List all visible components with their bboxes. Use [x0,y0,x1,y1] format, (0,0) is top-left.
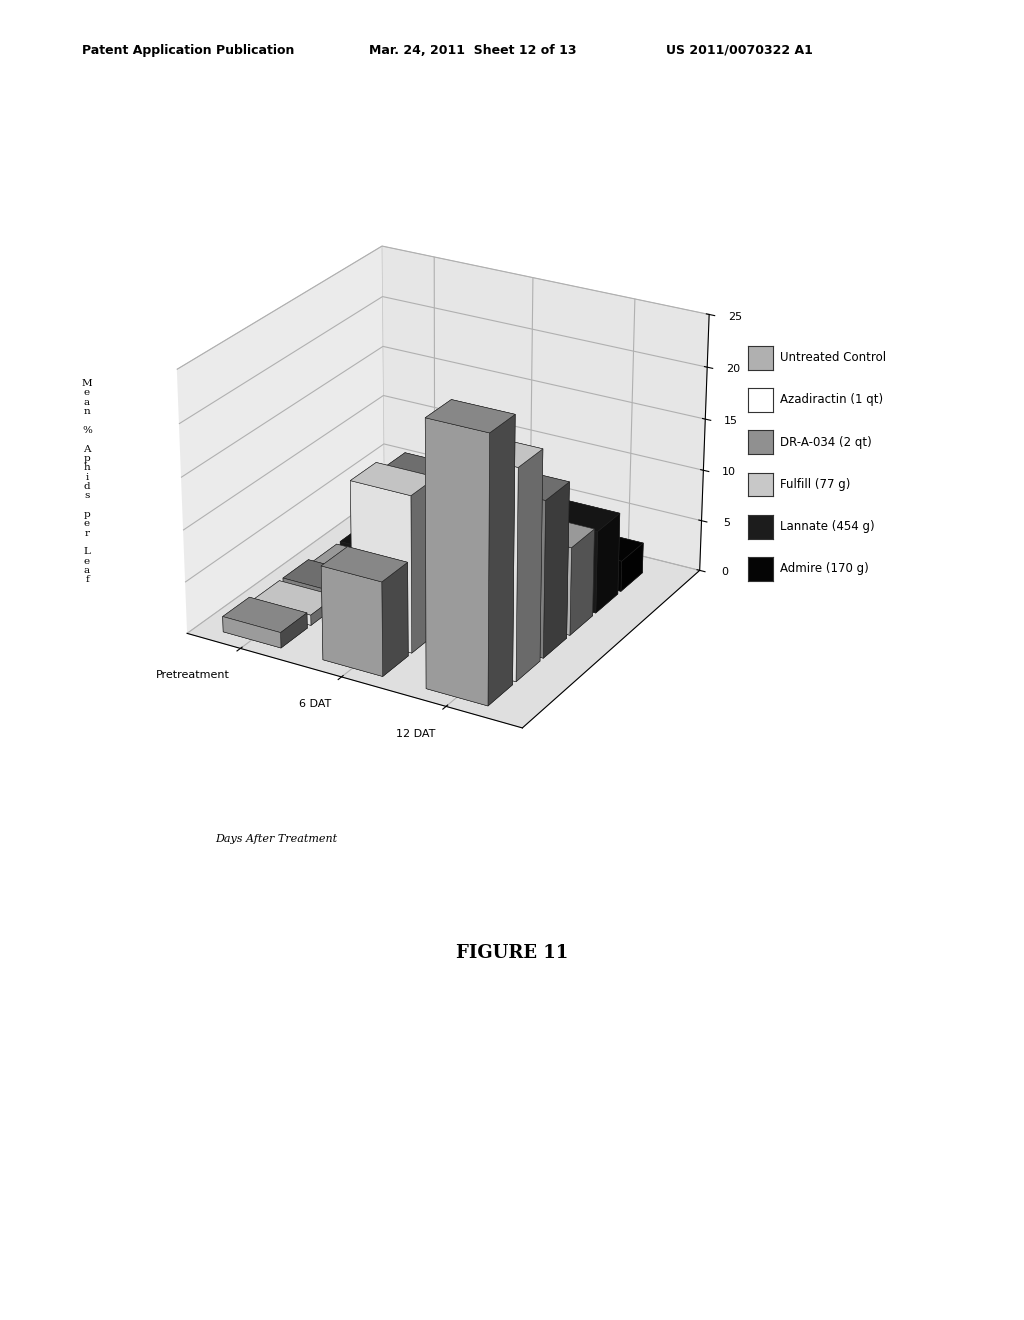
Text: Patent Application Publication: Patent Application Publication [82,44,294,57]
Text: Untreated Control: Untreated Control [780,351,887,364]
Text: Days After Treatment: Days After Treatment [215,834,338,845]
Text: US 2011/0070322 A1: US 2011/0070322 A1 [666,44,812,57]
Text: Mar. 24, 2011  Sheet 12 of 13: Mar. 24, 2011 Sheet 12 of 13 [369,44,577,57]
Text: Admire (170 g): Admire (170 g) [780,562,869,576]
Text: FIGURE 11: FIGURE 11 [456,944,568,962]
Text: Lannate (454 g): Lannate (454 g) [780,520,874,533]
Text: DR-A-034 (2 qt): DR-A-034 (2 qt) [780,436,872,449]
Text: Azadiractin (1 qt): Azadiractin (1 qt) [780,393,884,407]
Text: Fulfill (77 g): Fulfill (77 g) [780,478,851,491]
Text: M
e
a
n
 
%
 
A
p
h
i
d
s
 
p
e
r
 
L
e
a
f: M e a n % A p h i d s p e r L e a f [82,379,92,585]
